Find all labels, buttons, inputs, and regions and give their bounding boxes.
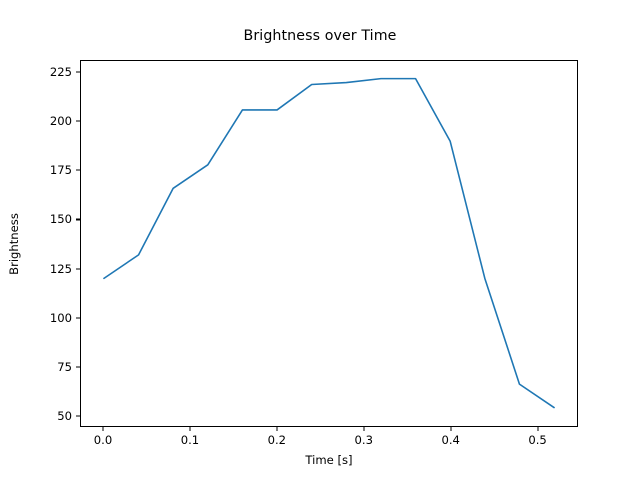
y-tick-mark (76, 120, 80, 122)
x-tick-mark (189, 427, 191, 431)
y-tick-label: 225 (49, 64, 72, 79)
chart-title: Brightness over Time (243, 28, 397, 44)
x-tick-label: 0.2 (267, 433, 287, 447)
y-tick-mark (76, 268, 80, 270)
x-tick-mark (537, 427, 539, 431)
y-tick-label: 75 (57, 360, 72, 375)
plot-area (103, 77, 555, 409)
y-tick-mark (76, 415, 80, 417)
y-tick-label-group: 50 75 100 125 150 175 200 225 (0, 0, 72, 480)
x-tick-label: 0.4 (441, 433, 460, 447)
plot-axes (80, 60, 578, 427)
x-axis-label: Time [s] (305, 453, 353, 467)
y-tick-mark (76, 71, 80, 73)
y-tick-label: 50 (57, 409, 72, 424)
x-tick-mark (102, 427, 104, 431)
y-tick-mark (76, 366, 80, 368)
y-tick-mark (76, 169, 80, 171)
y-tick-label: 125 (49, 261, 72, 276)
x-tick-label: 0.5 (528, 433, 547, 447)
y-tick-label: 175 (49, 163, 72, 178)
y-tick-label: 150 (49, 212, 72, 227)
y-tick-label: 100 (49, 310, 72, 325)
x-tick-label: 0.1 (180, 433, 200, 447)
y-tick-label: 200 (49, 114, 72, 129)
x-tick-label: 0.3 (354, 433, 373, 447)
brightness-line-series (103, 77, 555, 409)
x-tick-mark (276, 427, 278, 431)
x-tick-label: 0.0 (93, 433, 113, 447)
x-tick-mark (450, 427, 452, 431)
y-tick-mark (76, 317, 80, 319)
x-tick-mark (363, 427, 365, 431)
y-tick-mark (76, 218, 80, 221)
